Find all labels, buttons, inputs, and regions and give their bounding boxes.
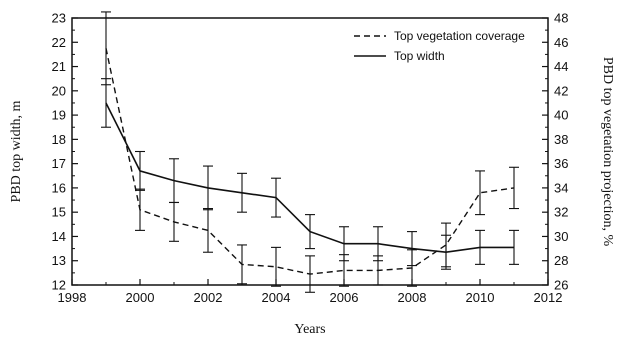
x-tick-label: 2012 (534, 290, 563, 305)
right-y-axis: 26 28 30 32 34 36 38 40 42 44 46 48 (542, 11, 568, 293)
error-bar-top-width (271, 177, 281, 218)
x-tick-label: 2002 (194, 290, 223, 305)
error-bar-top-width (407, 231, 417, 267)
error-bar-vegetation (237, 244, 247, 285)
error-bar-vegetation (203, 207, 213, 253)
error-bar-top-width (373, 226, 383, 262)
error-bar-top-width (101, 78, 111, 128)
x-tick-label: 2010 (466, 290, 495, 305)
y-tick-label: 21 (52, 59, 66, 74)
y-tick-label: 16 (52, 180, 66, 195)
error-bar-vegetation (305, 255, 315, 293)
legend-label-top-width: Top width (394, 49, 445, 63)
error-bar-top-width (441, 234, 451, 270)
y-tick-label: 15 (52, 205, 66, 220)
x-tick-label: 2000 (126, 290, 155, 305)
y-tick-label: 18 (52, 132, 66, 147)
error-bar-vegetation (101, 11, 111, 86)
error-bar-vegetation (475, 170, 485, 216)
error-bar-top-width (237, 172, 247, 213)
x-tick-label: 2008 (398, 290, 427, 305)
y2-tick-label: 34 (554, 180, 568, 195)
y2-tick-label: 30 (554, 229, 568, 244)
y-tick-label: 23 (52, 11, 66, 26)
y-tick-label: 19 (52, 108, 66, 123)
y2-tick-label: 28 (554, 253, 568, 268)
error-bar-top-width (339, 226, 349, 262)
series-top-width (101, 78, 519, 270)
right-y-axis-title: PBD top vegetation projection, % (600, 57, 615, 247)
y-tick-label: 13 (52, 253, 66, 268)
error-bar-vegetation (169, 201, 179, 242)
y-tick-label: 12 (52, 278, 66, 293)
series-layer (101, 11, 519, 293)
error-bar-vegetation (271, 246, 281, 287)
legend: Top vegetation coverage Top width (354, 29, 525, 63)
x-tick-label: 1998 (58, 290, 87, 305)
error-bar-top-width (203, 165, 213, 211)
x-axis-title: Years (294, 322, 325, 337)
y2-tick-label: 38 (554, 132, 568, 147)
error-bar-top-width (135, 150, 145, 191)
y2-tick-label: 36 (554, 156, 568, 171)
error-bar-top-width (305, 214, 315, 250)
error-bar-top-width (475, 229, 485, 265)
y2-tick-label: 40 (554, 108, 568, 123)
y2-tick-label: 26 (554, 278, 568, 293)
y2-tick-label: 32 (554, 205, 568, 220)
y2-tick-label: 48 (554, 11, 568, 26)
legend-label-vegetation: Top vegetation coverage (394, 29, 525, 43)
y2-tick-label: 44 (554, 59, 568, 74)
error-bar-top-width (169, 158, 179, 204)
y-tick-label: 20 (52, 83, 66, 98)
error-bar-vegetation (509, 166, 519, 210)
left-y-axis: 12 13 14 15 16 17 18 19 20 21 22 23 (52, 11, 78, 293)
y-tick-label: 14 (52, 229, 66, 244)
y-tick-label: 22 (52, 35, 66, 50)
left-y-axis-title: PBD top width, m (9, 100, 24, 202)
y2-tick-label: 46 (554, 35, 568, 50)
y-tick-label: 17 (52, 156, 66, 171)
x-tick-label: 2006 (330, 290, 359, 305)
y2-tick-label: 42 (554, 83, 568, 98)
error-bar-top-width (509, 229, 519, 265)
x-tick-label: 2004 (262, 290, 291, 305)
